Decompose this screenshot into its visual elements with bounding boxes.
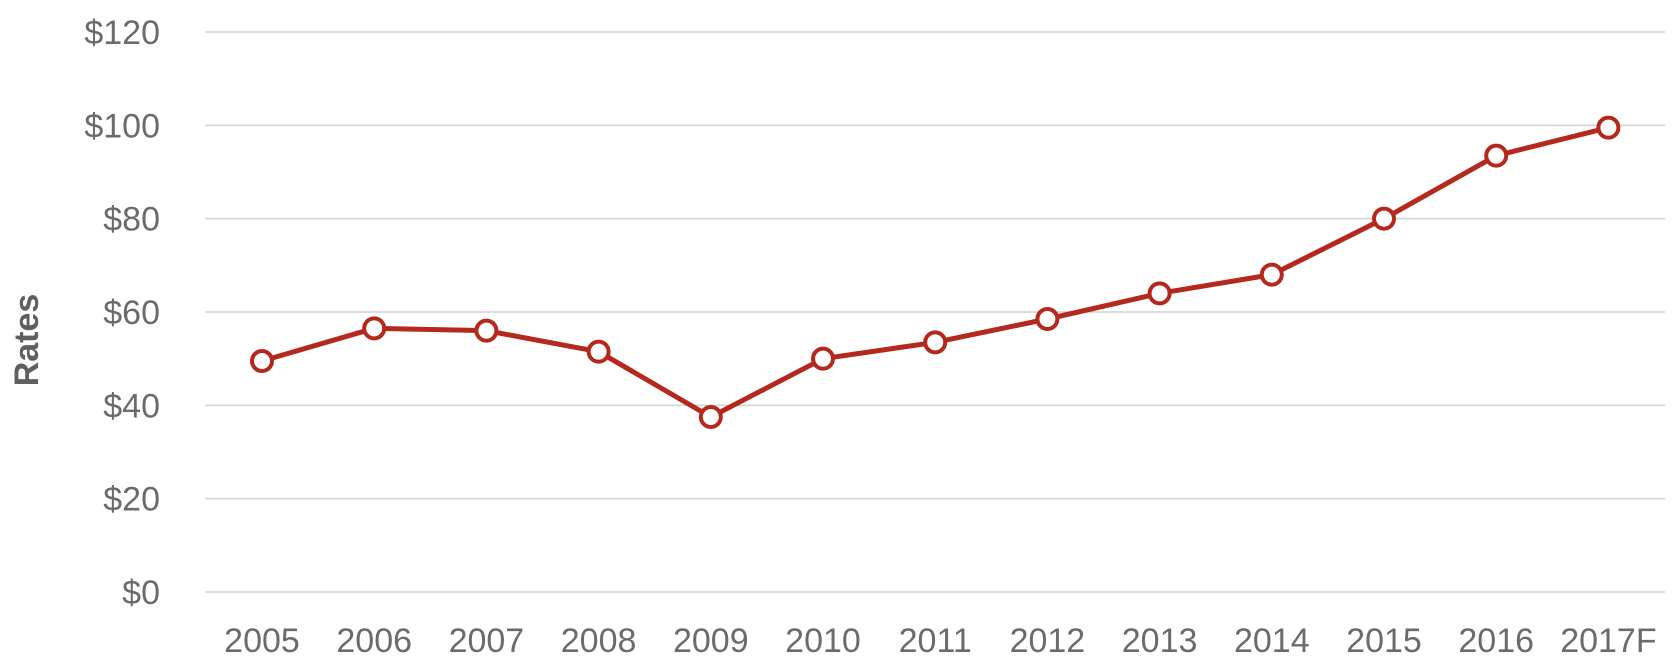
x-tick-label: 2016 [1458, 622, 1534, 660]
x-tick-label: 2007 [449, 622, 525, 660]
data-point-marker [1372, 206, 1396, 231]
data-point-marker [1147, 281, 1172, 306]
gridlines [205, 31, 1665, 593]
data-point-marker [1596, 115, 1621, 140]
y-tick-label: $0 [122, 574, 160, 612]
data-point-marker [362, 316, 387, 341]
data-point-marker [250, 349, 274, 373]
x-tick-label: 2017F [1560, 622, 1656, 660]
y-axis-ticks: $0 $20 $40 $60 $80 $100 $120 [84, 14, 160, 612]
x-tick-label: 2010 [785, 622, 861, 660]
x-tick-label: 2013 [1122, 622, 1198, 660]
series-layer [250, 115, 1621, 429]
y-tick-label: $60 [103, 294, 160, 332]
y-axis-title: Rates [8, 294, 46, 387]
data-point-marker [923, 330, 948, 355]
data-point-marker [1035, 307, 1060, 331]
data-point-marker [1259, 262, 1284, 287]
data-point-marker [811, 346, 835, 371]
x-tick-label: 2006 [336, 622, 412, 660]
x-tick-label: 2012 [1010, 622, 1086, 660]
data-point-marker [586, 339, 611, 364]
x-tick-label: 2009 [673, 622, 749, 660]
y-tick-label: $100 [84, 107, 160, 145]
data-point-marker [1484, 143, 1509, 168]
x-tick-label: 2015 [1346, 622, 1422, 660]
y-tick-label: $20 [103, 481, 160, 519]
y-tick-label: $120 [84, 14, 160, 52]
x-axis-ticks: 2005 2006 2007 2008 2009 2010 2011 2012 2013 2014… [224, 622, 1656, 660]
y-tick-label: $80 [103, 201, 160, 239]
x-tick-label: 2008 [561, 622, 637, 660]
y-tick-label: $40 [103, 387, 160, 425]
series-line [261, 125, 1610, 420]
data-point-marker [474, 318, 499, 343]
data-point-marker [698, 405, 723, 429]
x-tick-label: 2005 [224, 622, 300, 660]
x-tick-label: 2014 [1234, 622, 1310, 660]
x-tick-label: 2011 [899, 622, 972, 660]
